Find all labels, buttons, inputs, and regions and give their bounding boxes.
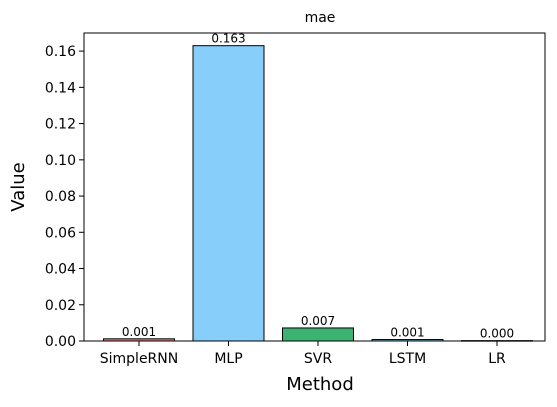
y-tick-label: 0.16 <box>45 44 76 60</box>
y-tick-label: 0.00 <box>45 334 76 350</box>
y-axis: 0.00 0.02 0.04 0.06 0.08 0.10 0.12 0.14 0.16 <box>45 44 84 350</box>
y-tick-label: 0.06 <box>45 225 76 241</box>
x-tick-label: SVR <box>304 351 332 367</box>
bar-value-label: 0.007 <box>301 314 335 328</box>
y-tick-label: 0.10 <box>45 153 76 169</box>
bar-mlp <box>192 45 265 342</box>
bars-group: 0.001 0.163 0.007 0.001 0.000 <box>103 32 533 342</box>
plot-frame <box>83 32 546 342</box>
bar-value-label: 0.000 <box>480 327 514 341</box>
bar-value-label: 0.001 <box>122 325 156 339</box>
x-axis: SimpleRNN MLP SVR LSTM LR <box>100 341 506 367</box>
x-tick-label: LSTM <box>389 351 426 367</box>
x-tick-label: SimpleRNN <box>100 351 178 367</box>
bar-value-label: 0.001 <box>390 326 424 340</box>
y-tick-label: 0.12 <box>45 117 76 133</box>
x-tick-label: MLP <box>214 351 242 367</box>
bar-value-label: 0.163 <box>211 32 245 46</box>
x-axis-label: Method <box>286 374 354 395</box>
y-tick-label: 0.14 <box>45 80 76 96</box>
y-tick-label: 0.04 <box>45 262 76 278</box>
x-tick-label: LR <box>488 351 506 367</box>
y-tick-label: 0.02 <box>45 298 76 314</box>
y-axis-label: Value <box>8 162 29 211</box>
bar-svr <box>282 327 354 342</box>
y-tick-label: 0.08 <box>45 189 76 205</box>
chart-title: mae <box>305 10 336 26</box>
